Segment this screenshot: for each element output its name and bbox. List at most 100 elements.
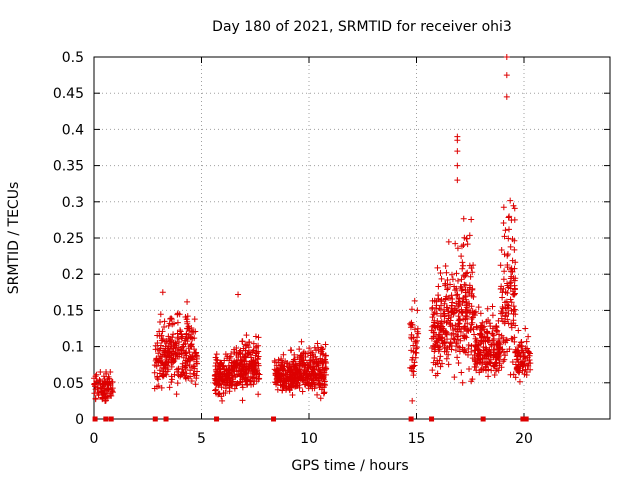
data-point <box>191 346 198 353</box>
data-point <box>503 336 510 343</box>
data-point <box>435 283 442 290</box>
data-point <box>507 243 514 250</box>
data-point <box>458 369 465 376</box>
data-point <box>307 382 314 389</box>
data-point <box>273 375 280 382</box>
data-point <box>445 351 452 358</box>
data-point <box>174 330 181 337</box>
data-point <box>299 388 306 395</box>
data-point <box>446 343 453 350</box>
data-point <box>300 349 307 356</box>
data-point <box>151 362 158 369</box>
data-point <box>468 303 475 310</box>
data-point <box>156 328 163 335</box>
data-point <box>107 382 114 389</box>
data-point <box>169 321 176 328</box>
data-point <box>431 309 438 316</box>
data-point <box>311 359 318 366</box>
data-point <box>490 332 497 339</box>
y-tick-label: 0.45 <box>53 86 84 102</box>
data-point <box>185 345 192 352</box>
data-point <box>296 366 303 373</box>
data-point <box>191 371 198 378</box>
y-tick-label: 0.2 <box>62 267 84 283</box>
data-point <box>184 313 191 320</box>
data-point <box>430 311 437 318</box>
data-point <box>511 205 518 212</box>
data-point <box>165 322 172 329</box>
data-point <box>161 318 168 325</box>
data-point <box>500 334 507 341</box>
data-point <box>447 281 454 288</box>
zero-marker <box>271 416 277 422</box>
data-point <box>178 369 185 376</box>
data-point <box>456 295 463 302</box>
data-point <box>156 367 163 374</box>
data-point <box>94 386 101 393</box>
data-point <box>519 367 526 374</box>
data-point <box>170 331 177 338</box>
x-tick-label: 20 <box>515 431 533 447</box>
data-point <box>467 326 474 333</box>
data-point <box>174 319 181 326</box>
data-point <box>226 354 233 361</box>
data-point <box>509 257 516 264</box>
data-point <box>453 270 460 277</box>
data-point <box>502 227 509 234</box>
data-point <box>99 380 106 387</box>
data-point <box>458 276 465 283</box>
data-point <box>183 316 190 323</box>
data-point <box>515 327 522 334</box>
data-point <box>465 307 472 314</box>
data-point <box>449 276 456 283</box>
data-point <box>508 324 515 331</box>
data-point <box>314 340 321 347</box>
data-point <box>453 292 460 299</box>
data-point <box>432 340 439 347</box>
data-point <box>236 350 243 357</box>
data-point <box>319 345 326 352</box>
data-point <box>456 348 463 355</box>
data-point <box>505 235 512 242</box>
data-point <box>166 384 173 391</box>
data-point <box>491 363 498 370</box>
data-point <box>296 346 303 353</box>
data-point <box>246 349 253 356</box>
data-point <box>320 390 327 397</box>
data-point <box>516 378 523 385</box>
data-point <box>411 297 418 304</box>
data-point <box>168 379 175 386</box>
data-point <box>288 384 295 391</box>
data-point <box>434 318 441 325</box>
data-point <box>250 340 257 347</box>
data-point <box>456 320 463 327</box>
data-point <box>159 373 166 380</box>
data-point <box>429 314 436 321</box>
data-point <box>409 322 416 329</box>
data-point <box>483 318 490 325</box>
zero-marker <box>214 416 220 422</box>
data-point <box>414 307 421 314</box>
data-point <box>155 376 162 383</box>
data-point <box>495 331 502 338</box>
data-point <box>525 333 532 340</box>
data-point <box>502 352 509 359</box>
data-point <box>168 316 175 323</box>
data-point <box>248 354 255 361</box>
data-point <box>410 342 417 349</box>
data-point <box>250 381 257 388</box>
data-point <box>274 386 281 393</box>
data-point <box>501 320 508 327</box>
data-point <box>437 353 444 360</box>
data-point <box>231 349 238 356</box>
data-point <box>156 347 163 354</box>
data-point <box>475 352 482 359</box>
data-point <box>512 346 519 353</box>
data-point <box>213 351 220 358</box>
data-point <box>518 359 525 366</box>
y-tick-label: 0.4 <box>62 122 84 138</box>
data-point <box>456 317 463 324</box>
data-point <box>462 316 469 323</box>
data-point <box>249 348 256 355</box>
data-point <box>436 326 443 333</box>
